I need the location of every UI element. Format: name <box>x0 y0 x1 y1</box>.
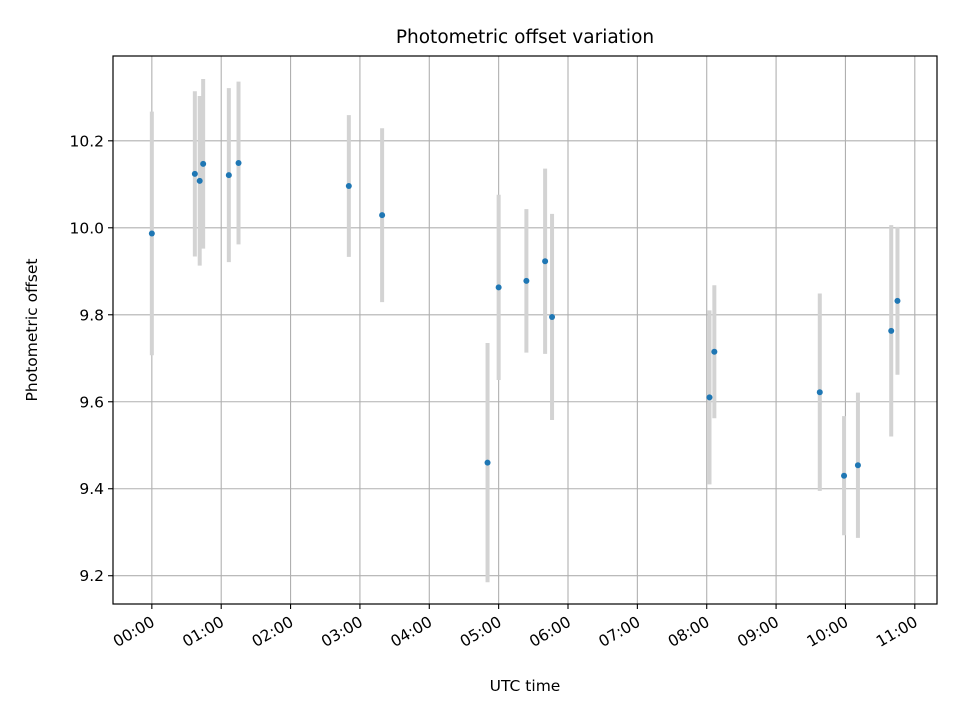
data-point <box>196 177 203 184</box>
chart-title: Photometric offset variation <box>396 27 654 48</box>
data-point <box>148 230 155 237</box>
data-point <box>225 172 232 179</box>
y-tick-label: 9.4 <box>79 480 104 498</box>
y-axis: 9.2 9.4 9.6 9.8 10.0 10.2 <box>69 132 113 585</box>
data-point <box>542 258 549 265</box>
data-point <box>191 170 198 177</box>
data-point <box>379 212 386 219</box>
data-point <box>484 459 491 466</box>
data-point <box>200 160 207 167</box>
data-point <box>854 462 861 469</box>
data-point <box>711 348 718 355</box>
data-point <box>894 297 901 304</box>
y-tick-label: 9.2 <box>79 567 104 585</box>
data-point <box>841 472 848 479</box>
data-points <box>148 159 901 479</box>
y-tick-label: 10.2 <box>69 132 104 150</box>
y-tick-label: 9.6 <box>79 393 104 411</box>
grid <box>113 56 937 604</box>
data-point <box>549 313 556 320</box>
data-point <box>495 284 502 291</box>
y-tick-label: 9.8 <box>79 306 104 324</box>
data-point <box>706 394 713 401</box>
data-point <box>888 327 895 334</box>
y-axis-label: Photometric offset <box>23 259 41 402</box>
x-axis-label: UTC time <box>490 677 561 695</box>
plot-frame <box>112 55 938 605</box>
data-point <box>523 277 530 284</box>
y-tick-label: 10.0 <box>69 219 104 237</box>
data-point <box>345 183 352 190</box>
data-point <box>235 159 242 166</box>
data-point <box>816 389 823 396</box>
